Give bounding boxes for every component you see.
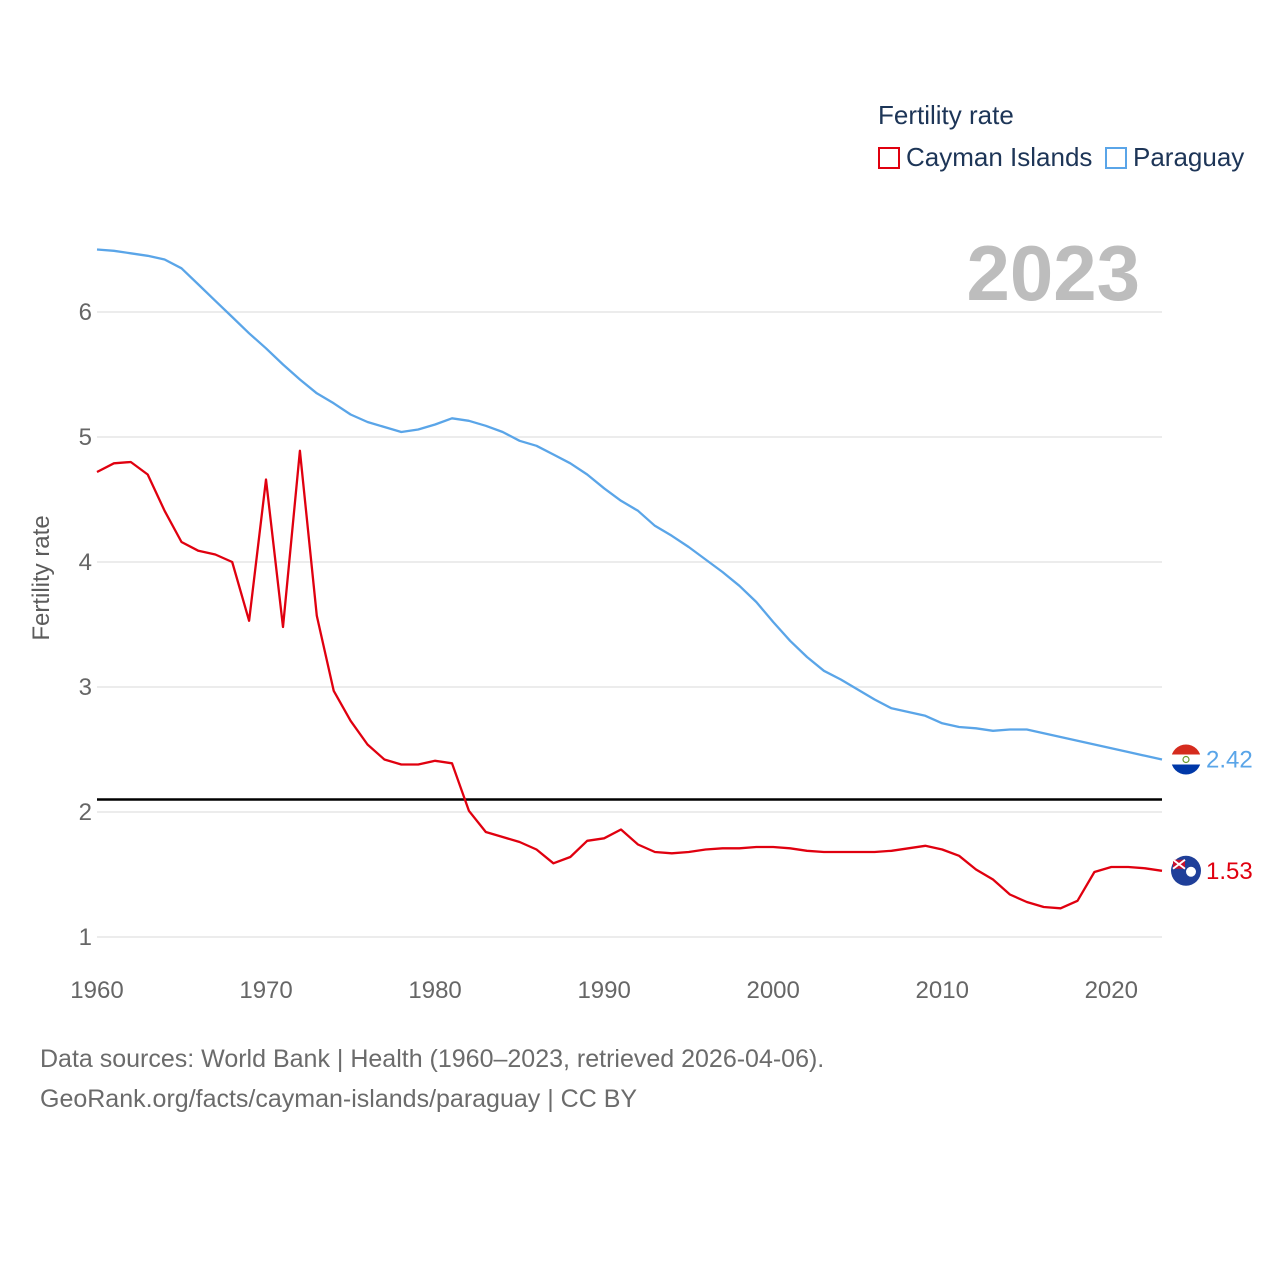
- flag-stripe-blue: [1171, 764, 1201, 775]
- x-tick-label-1970: 1970: [239, 977, 292, 1004]
- series-line-paraguay: [96, 248, 1163, 761]
- x-tick-label-1980: 1980: [408, 977, 461, 1004]
- legend-title: Fertility rate: [878, 100, 1014, 130]
- flag-stripe-red: [1171, 744, 1201, 755]
- flag-stripes-paraguay: [1171, 744, 1201, 775]
- x-axis-ticks: 1960 1970 1980 1990 2000 2010 2020: [70, 977, 1138, 1004]
- y-tick-label-3: 3: [79, 674, 92, 701]
- flag-stripe-white: [1171, 754, 1201, 765]
- flag-saltire-b: [1172, 858, 1186, 870]
- flag-shield: [1186, 866, 1196, 877]
- source-link[interactable]: GeoRank.org/facts/cayman-islands/paragua…: [40, 1085, 638, 1113]
- source-line: Data sources: World Bank | Health (1960–…: [40, 1045, 825, 1073]
- x-tick-label-2010: 2010: [916, 977, 969, 1004]
- gridlines: [97, 311, 1162, 938]
- y-tick-label-5: 5: [79, 424, 92, 451]
- legend-swatch-paraguay: [1105, 146, 1127, 169]
- end-value-label-cayman-islands: 1.53: [1206, 858, 1253, 885]
- x-tick-label-2020: 2020: [1085, 977, 1138, 1004]
- x-tick-label-1960: 1960: [70, 977, 123, 1004]
- end-markers: 1.53 2.42: [1171, 744, 1253, 886]
- legend-item-paraguay[interactable]: Paraguay: [1105, 142, 1244, 173]
- x-tick-label-2000: 2000: [746, 977, 799, 1004]
- flag-icon-paraguay: [1171, 744, 1201, 775]
- legend-label-cayman-islands: Cayman Islands: [906, 142, 1093, 172]
- legend-item-cayman-islands[interactable]: Cayman Islands: [878, 142, 1092, 173]
- flag-icon-cayman-islands: [1171, 855, 1201, 886]
- current-year-label: 2023: [966, 229, 1140, 317]
- legend-label-paraguay: Paraguay: [1133, 142, 1245, 172]
- y-axis-title: Fertility rate: [28, 515, 55, 641]
- series-lines: [96, 248, 1163, 910]
- y-axis-ticks: 1 2 3 4 5 6: [79, 299, 92, 951]
- y-tick-label-1: 1: [79, 924, 92, 951]
- flag-emblem: [1182, 755, 1190, 764]
- series-line-cayman-islands: [96, 449, 1163, 910]
- y-tick-label-4: 4: [79, 549, 92, 576]
- end-value-label-paraguay: 2.42: [1206, 747, 1253, 774]
- legend-swatch-cayman-islands: [878, 146, 900, 169]
- y-tick-label-6: 6: [79, 299, 92, 326]
- y-tick-label-2: 2: [79, 799, 92, 826]
- x-tick-label-1990: 1990: [577, 977, 630, 1004]
